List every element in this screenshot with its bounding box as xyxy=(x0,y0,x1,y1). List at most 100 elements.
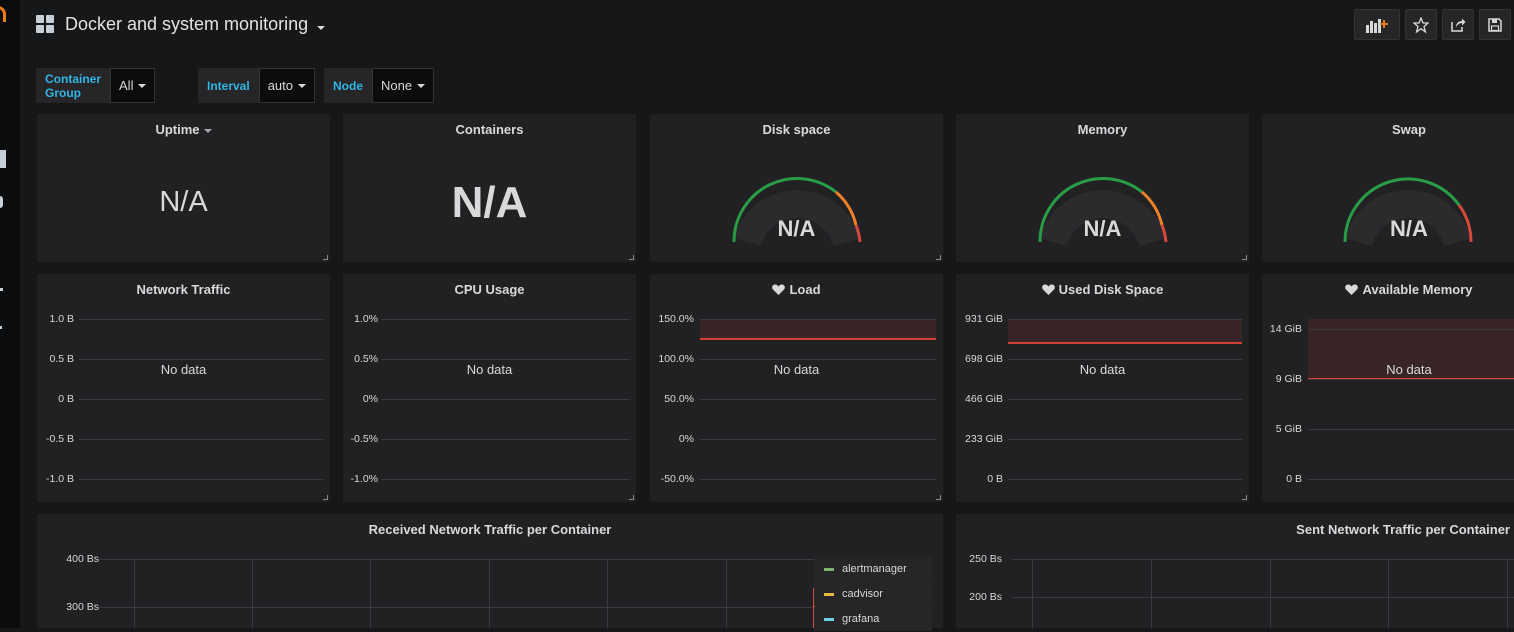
panel-title[interactable]: Uptime xyxy=(37,122,330,137)
y-tick-label: -0.5 B xyxy=(45,433,74,445)
variable-label: Node xyxy=(324,68,372,103)
panel-title[interactable]: Sent Network Traffic per Container xyxy=(1296,522,1510,537)
y-tick-label: -50.0% xyxy=(660,473,694,485)
y-tick-label: 250 Bs xyxy=(969,553,1002,565)
add-panel-button[interactable] xyxy=(1354,9,1400,40)
node-dropdown[interactable]: None xyxy=(372,68,435,103)
legend-item[interactable]: alertmanager xyxy=(814,557,932,581)
y-tick-label: 466 GiB xyxy=(965,393,1003,405)
legend-swatch xyxy=(824,567,834,571)
save-icon xyxy=(1488,17,1502,32)
star-icon xyxy=(1413,16,1429,33)
y-tick-label: 0 B xyxy=(987,473,1003,485)
graph-area[interactable] xyxy=(381,319,629,480)
resize-handle[interactable] xyxy=(629,255,634,260)
chevron-down-icon xyxy=(203,128,212,133)
resize-handle[interactable] xyxy=(323,495,328,500)
stat-value: N/A xyxy=(159,186,208,218)
star-button[interactable] xyxy=(1405,9,1437,40)
y-tick-label: 400 Bs xyxy=(66,553,99,565)
graph-area[interactable] xyxy=(1008,319,1242,480)
variable-value: auto xyxy=(267,78,293,93)
panel-title[interactable]: Used Disk Space xyxy=(956,282,1249,297)
no-data-message: No data xyxy=(160,362,207,377)
y-tick-label: 200 Bs xyxy=(969,591,1002,603)
panel-title[interactable]: Disk space xyxy=(762,122,831,137)
panel-title[interactable]: Memory xyxy=(1077,122,1128,137)
grafana-logo-icon[interactable] xyxy=(0,6,6,22)
panel-disk-space: Disk space N/A xyxy=(650,114,943,262)
panel-memory: Memory N/A xyxy=(956,114,1249,262)
resize-handle[interactable] xyxy=(323,255,328,260)
y-tick-label: 1.0 B xyxy=(49,313,74,325)
y-tick-label: 150.0% xyxy=(658,313,694,325)
interval-dropdown[interactable]: auto xyxy=(258,68,315,103)
panel-cpu-usage: CPU Usage 1.0% 0.5% 0% -0.5% -1.0% No da… xyxy=(343,274,636,502)
save-button[interactable] xyxy=(1479,9,1511,40)
gauge-value: N/A xyxy=(1390,216,1428,241)
panel-title[interactable]: Containers xyxy=(455,122,524,137)
heart-icon xyxy=(772,284,786,295)
stat-value: N/A xyxy=(451,178,528,227)
graph-area[interactable] xyxy=(1012,559,1514,628)
y-tick-label: 0 B xyxy=(58,393,74,405)
panel-used-disk-space: Used Disk Space 931 GiB 698 GiB 466 GiB … xyxy=(956,274,1249,502)
y-tick-label: 0 B xyxy=(1286,473,1302,485)
dashboard-grid-icon xyxy=(36,15,54,33)
y-tick-label: 0% xyxy=(678,433,694,445)
panel-title[interactable]: Available Memory xyxy=(1262,282,1514,297)
panel-title[interactable]: Load xyxy=(650,282,943,297)
y-tick-label: -1.0 B xyxy=(45,473,74,485)
panel-available-memory: Available Memory 14 GiB 9 GiB 5 GiB 0 B … xyxy=(1262,274,1514,502)
legend-swatch xyxy=(824,617,834,621)
graph-area[interactable] xyxy=(700,319,936,480)
threshold-line xyxy=(1008,342,1242,344)
panel-swap: Swap N/A xyxy=(1262,114,1514,262)
legend-swatch xyxy=(824,592,834,596)
explore-icon[interactable] xyxy=(0,196,3,208)
panel-title[interactable]: Received Network Traffic per Container xyxy=(368,522,612,537)
resize-handle[interactable] xyxy=(936,255,941,260)
no-data-message: No data xyxy=(773,362,820,377)
chevron-down-icon xyxy=(298,83,306,88)
y-tick-label: 50.0% xyxy=(664,393,694,405)
share-icon xyxy=(1451,18,1466,32)
panel-title[interactable]: Network Traffic xyxy=(136,282,231,297)
threshold-line xyxy=(700,338,936,340)
y-tick-label: 100.0% xyxy=(658,353,694,365)
legend-item[interactable]: cadvisor xyxy=(814,582,932,606)
gauge-swap xyxy=(1343,177,1473,247)
alerting-icon[interactable] xyxy=(0,288,3,291)
dashboard-title-chevron-down-icon[interactable] xyxy=(317,26,325,30)
graph-area[interactable] xyxy=(97,559,817,628)
legend-item[interactable]: grafana xyxy=(814,607,932,631)
container-group-dropdown[interactable]: All xyxy=(110,68,156,103)
threshold-region xyxy=(700,319,936,339)
y-tick-label: 931 GiB xyxy=(965,313,1003,325)
y-tick-label: 0% xyxy=(362,393,378,405)
graph-area[interactable] xyxy=(1308,319,1514,480)
resize-handle[interactable] xyxy=(1242,495,1247,500)
no-data-message: No data xyxy=(1386,362,1432,377)
dashboard-title[interactable]: Docker and system monitoring xyxy=(65,14,309,34)
y-tick-label: 1.0% xyxy=(354,313,378,325)
panel-uptime: Uptime N/A xyxy=(37,114,330,262)
dashboards-icon[interactable] xyxy=(0,150,6,168)
graph-area[interactable] xyxy=(79,319,323,480)
config-icon[interactable] xyxy=(0,326,2,329)
share-button[interactable] xyxy=(1442,9,1474,40)
y-tick-label: 0.5 B xyxy=(49,353,74,365)
resize-handle[interactable] xyxy=(629,495,634,500)
resize-handle[interactable] xyxy=(1242,255,1247,260)
y-tick-label: -0.5% xyxy=(350,433,378,445)
panel-title[interactable]: Swap xyxy=(1392,122,1426,137)
y-tick-label: 9 GiB xyxy=(1275,373,1302,385)
y-tick-label: 233 GiB xyxy=(965,433,1003,445)
panel-received-network-traffic: Received Network Traffic per Container 4… xyxy=(37,514,943,628)
y-tick-label: -1.0% xyxy=(350,473,378,485)
gauge-memory xyxy=(1037,177,1167,247)
dashboard-navbar: Docker and system monitoring xyxy=(20,0,1514,50)
chevron-down-icon xyxy=(138,83,147,88)
panel-title[interactable]: CPU Usage xyxy=(454,282,525,297)
resize-handle[interactable] xyxy=(936,495,941,500)
